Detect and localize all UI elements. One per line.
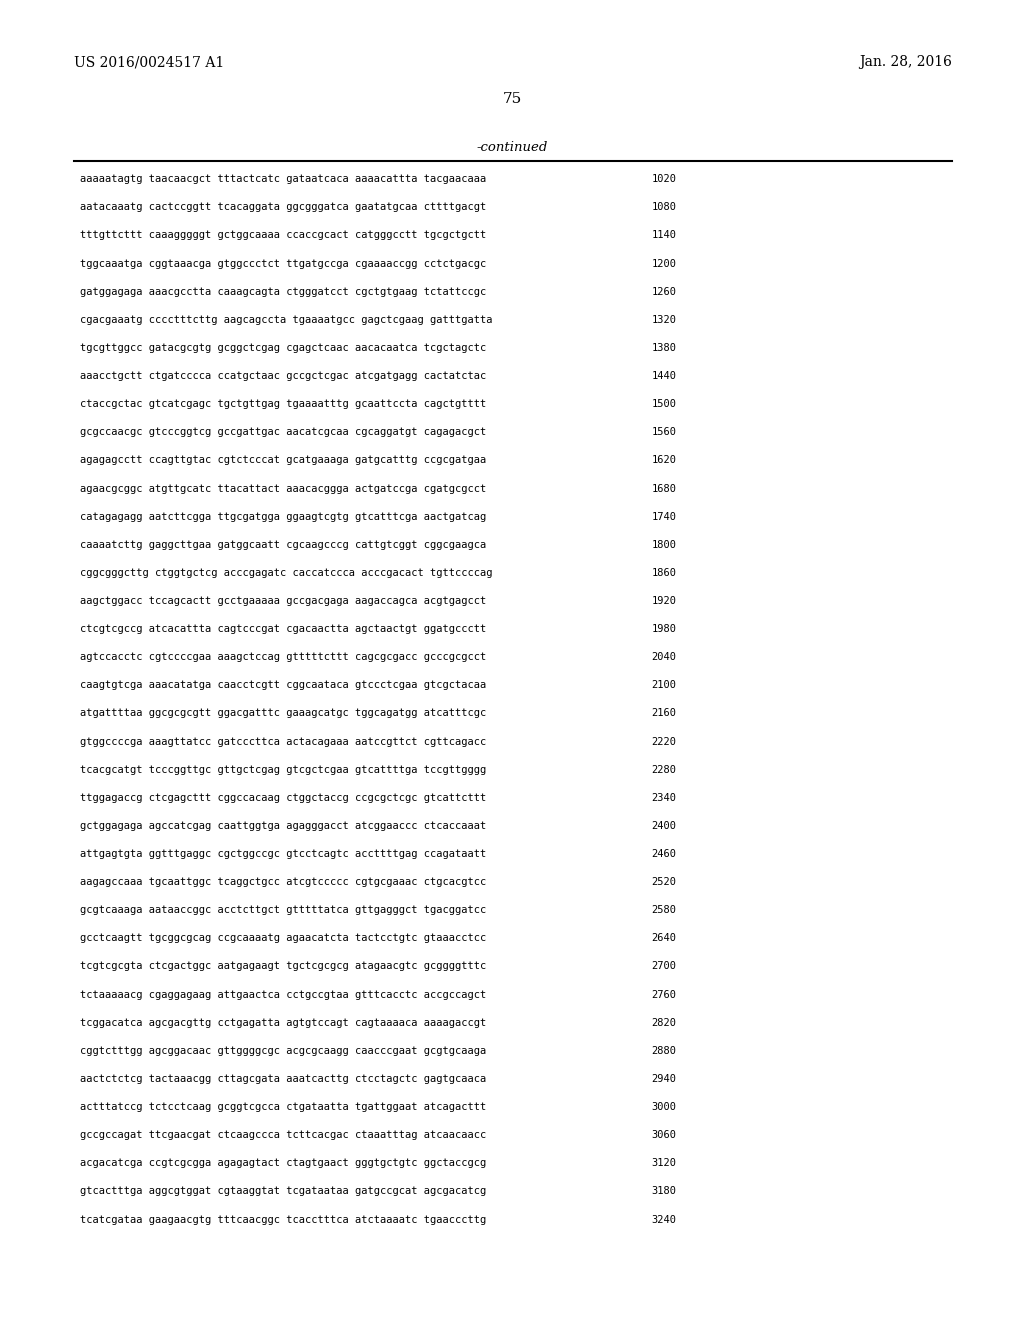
- Text: 2220: 2220: [651, 737, 676, 747]
- Text: 1980: 1980: [651, 624, 676, 634]
- Text: US 2016/0024517 A1: US 2016/0024517 A1: [74, 55, 224, 70]
- Text: 2520: 2520: [651, 876, 676, 887]
- Text: caaaatcttg gaggcttgaa gatggcaatt cgcaagcccg cattgtcggt cggcgaagca: caaaatcttg gaggcttgaa gatggcaatt cgcaagc…: [80, 540, 486, 549]
- Text: gatggagaga aaacgcctta caaagcagta ctgggatcct cgctgtgaag tctattccgc: gatggagaga aaacgcctta caaagcagta ctgggat…: [80, 286, 486, 297]
- Text: tcgtcgcgta ctcgactggc aatgagaagt tgctcgcgcg atagaacgtc gcggggtttc: tcgtcgcgta ctcgactggc aatgagaagt tgctcgc…: [80, 961, 486, 972]
- Text: tttgttcttt caaagggggt gctggcaaaa ccaccgcact catgggcctt tgcgctgctt: tttgttcttt caaagggggt gctggcaaaa ccaccgc…: [80, 231, 486, 240]
- Text: tgcgttggcc gatacgcgtg gcggctcgag cgagctcaac aacacaatca tcgctagctc: tgcgttggcc gatacgcgtg gcggctcgag cgagctc…: [80, 343, 486, 352]
- Text: 1380: 1380: [651, 343, 676, 352]
- Text: 1740: 1740: [651, 512, 676, 521]
- Text: 1140: 1140: [651, 231, 676, 240]
- Text: gctggagaga agccatcgag caattggtga agagggacct atcggaaccc ctcaccaaat: gctggagaga agccatcgag caattggtga agaggga…: [80, 821, 486, 830]
- Text: 3180: 3180: [651, 1187, 676, 1196]
- Text: 1500: 1500: [651, 399, 676, 409]
- Text: 1620: 1620: [651, 455, 676, 466]
- Text: gtcactttga aggcgtggat cgtaaggtat tcgataataa gatgccgcat agcgacatcg: gtcactttga aggcgtggat cgtaaggtat tcgataa…: [80, 1187, 486, 1196]
- Text: aatacaaatg cactccggtt tcacaggata ggcgggatca gaatatgcaa cttttgacgt: aatacaaatg cactccggtt tcacaggata ggcggga…: [80, 202, 486, 213]
- Text: agagagcctt ccagttgtac cgtctcccat gcatgaaaga gatgcatttg ccgcgatgaa: agagagcctt ccagttgtac cgtctcccat gcatgaa…: [80, 455, 486, 466]
- Text: 2580: 2580: [651, 906, 676, 915]
- Text: -continued: -continued: [476, 141, 548, 154]
- Text: cgacgaaatg cccctttcttg aagcagccta tgaaaatgcc gagctcgaag gatttgatta: cgacgaaatg cccctttcttg aagcagccta tgaaaa…: [80, 315, 493, 325]
- Text: ctcgtcgccg atcacattta cagtcccgat cgacaactta agctaactgt ggatgccctt: ctcgtcgccg atcacattta cagtcccgat cgacaac…: [80, 624, 486, 634]
- Text: tctaaaaacg cgaggagaag attgaactca cctgccgtaa gtttcacctc accgccagct: tctaaaaacg cgaggagaag attgaactca cctgccg…: [80, 990, 486, 999]
- Text: 3060: 3060: [651, 1130, 676, 1140]
- Text: 1920: 1920: [651, 597, 676, 606]
- Text: 1200: 1200: [651, 259, 676, 268]
- Text: aaacctgctt ctgatcccca ccatgctaac gccgctcgac atcgatgagg cactatctac: aaacctgctt ctgatcccca ccatgctaac gccgctc…: [80, 371, 486, 381]
- Text: tcggacatca agcgacgttg cctgagatta agtgtccagt cagtaaaaca aaaagaccgt: tcggacatca agcgacgttg cctgagatta agtgtcc…: [80, 1018, 486, 1028]
- Text: 1440: 1440: [651, 371, 676, 381]
- Text: 1680: 1680: [651, 483, 676, 494]
- Text: gtggccccga aaagttatcc gatcccttca actacagaaa aatccgttct cgttcagacc: gtggccccga aaagttatcc gatcccttca actacag…: [80, 737, 486, 747]
- Text: actttatccg tctcctcaag gcggtcgcca ctgataatta tgattggaat atcagacttt: actttatccg tctcctcaag gcggtcgcca ctgataa…: [80, 1102, 486, 1111]
- Text: aaaaatagtg taacaacgct tttactcatc gataatcaca aaaacattta tacgaacaaa: aaaaatagtg taacaacgct tttactcatc gataatc…: [80, 174, 486, 185]
- Text: tggcaaatga cggtaaacga gtggccctct ttgatgccga cgaaaaccgg cctctgacgc: tggcaaatga cggtaaacga gtggccctct ttgatgc…: [80, 259, 486, 268]
- Text: 1560: 1560: [651, 428, 676, 437]
- Text: 2760: 2760: [651, 990, 676, 999]
- Text: 2100: 2100: [651, 680, 676, 690]
- Text: agaacgcggc atgttgcatc ttacattact aaacacggga actgatccga cgatgcgcct: agaacgcggc atgttgcatc ttacattact aaacacg…: [80, 483, 486, 494]
- Text: gccgccagat ttcgaacgat ctcaagccca tcttcacgac ctaaatttag atcaacaacc: gccgccagat ttcgaacgat ctcaagccca tcttcac…: [80, 1130, 486, 1140]
- Text: 1260: 1260: [651, 286, 676, 297]
- Text: gcctcaagtt tgcggcgcag ccgcaaaatg agaacatcta tactcctgtc gtaaacctcc: gcctcaagtt tgcggcgcag ccgcaaaatg agaacat…: [80, 933, 486, 944]
- Text: 3240: 3240: [651, 1214, 676, 1225]
- Text: atgattttaa ggcgcgcgtt ggacgatttc gaaagcatgc tggcagatgg atcatttcgc: atgattttaa ggcgcgcgtt ggacgatttc gaaagca…: [80, 709, 486, 718]
- Text: 2040: 2040: [651, 652, 676, 663]
- Text: 2880: 2880: [651, 1045, 676, 1056]
- Text: 3120: 3120: [651, 1159, 676, 1168]
- Text: 3000: 3000: [651, 1102, 676, 1111]
- Text: aagctggacc tccagcactt gcctgaaaaa gccgacgaga aagaccagca acgtgagcct: aagctggacc tccagcactt gcctgaaaaa gccgacg…: [80, 597, 486, 606]
- Text: gcgtcaaaga aataaccggc acctcttgct gtttttatca gttgagggct tgacggatcc: gcgtcaaaga aataaccggc acctcttgct gttttta…: [80, 906, 486, 915]
- Text: tcatcgataa gaagaacgtg tttcaacggc tcacctttca atctaaaatc tgaacccttg: tcatcgataa gaagaacgtg tttcaacggc tcacctt…: [80, 1214, 486, 1225]
- Text: Jan. 28, 2016: Jan. 28, 2016: [859, 55, 952, 70]
- Text: 2400: 2400: [651, 821, 676, 830]
- Text: cggcgggcttg ctggtgctcg acccgagatc caccatccca acccgacact tgttccccag: cggcgggcttg ctggtgctcg acccgagatc caccat…: [80, 568, 493, 578]
- Text: 2700: 2700: [651, 961, 676, 972]
- Text: 2340: 2340: [651, 793, 676, 803]
- Text: 2940: 2940: [651, 1074, 676, 1084]
- Text: 1080: 1080: [651, 202, 676, 213]
- Text: 1320: 1320: [651, 315, 676, 325]
- Text: caagtgtcga aaacatatga caacctcgtt cggcaataca gtccctcgaa gtcgctacaa: caagtgtcga aaacatatga caacctcgtt cggcaat…: [80, 680, 486, 690]
- Text: 2640: 2640: [651, 933, 676, 944]
- Text: 75: 75: [503, 92, 521, 107]
- Text: ttggagaccg ctcgagcttt cggccacaag ctggctaccg ccgcgctcgc gtcattcttt: ttggagaccg ctcgagcttt cggccacaag ctggcta…: [80, 793, 486, 803]
- Text: ctaccgctac gtcatcgagc tgctgttgag tgaaaatttg gcaattccta cagctgtttt: ctaccgctac gtcatcgagc tgctgttgag tgaaaat…: [80, 399, 486, 409]
- Text: cggtctttgg agcggacaac gttggggcgc acgcgcaagg caacccgaat gcgtgcaaga: cggtctttgg agcggacaac gttggggcgc acgcgca…: [80, 1045, 486, 1056]
- Text: 1020: 1020: [651, 174, 676, 185]
- Text: agtccacctc cgtccccgaa aaagctccag gtttttcttt cagcgcgacc gcccgcgcct: agtccacctc cgtccccgaa aaagctccag gtttttc…: [80, 652, 486, 663]
- Text: catagagagg aatcttcgga ttgcgatgga ggaagtcgtg gtcatttcga aactgatcag: catagagagg aatcttcgga ttgcgatgga ggaagtc…: [80, 512, 486, 521]
- Text: 2820: 2820: [651, 1018, 676, 1028]
- Text: aactctctcg tactaaacgg cttagcgata aaatcacttg ctcctagctc gagtgcaaca: aactctctcg tactaaacgg cttagcgata aaatcac…: [80, 1074, 486, 1084]
- Text: 1860: 1860: [651, 568, 676, 578]
- Text: acgacatcga ccgtcgcgga agagagtact ctagtgaact gggtgctgtc ggctaccgcg: acgacatcga ccgtcgcgga agagagtact ctagtga…: [80, 1159, 486, 1168]
- Text: 2280: 2280: [651, 764, 676, 775]
- Text: aagagccaaa tgcaattggc tcaggctgcc atcgtccccc cgtgcgaaac ctgcacgtcc: aagagccaaa tgcaattggc tcaggctgcc atcgtcc…: [80, 876, 486, 887]
- Text: gcgccaacgc gtcccggtcg gccgattgac aacatcgcaa cgcaggatgt cagagacgct: gcgccaacgc gtcccggtcg gccgattgac aacatcg…: [80, 428, 486, 437]
- Text: 2160: 2160: [651, 709, 676, 718]
- Text: 2460: 2460: [651, 849, 676, 859]
- Text: attgagtgta ggtttgaggc cgctggccgc gtcctcagtc accttttgag ccagataatt: attgagtgta ggtttgaggc cgctggccgc gtcctca…: [80, 849, 486, 859]
- Text: 1800: 1800: [651, 540, 676, 549]
- Text: tcacgcatgt tcccggttgc gttgctcgag gtcgctcgaa gtcattttga tccgttgggg: tcacgcatgt tcccggttgc gttgctcgag gtcgctc…: [80, 764, 486, 775]
